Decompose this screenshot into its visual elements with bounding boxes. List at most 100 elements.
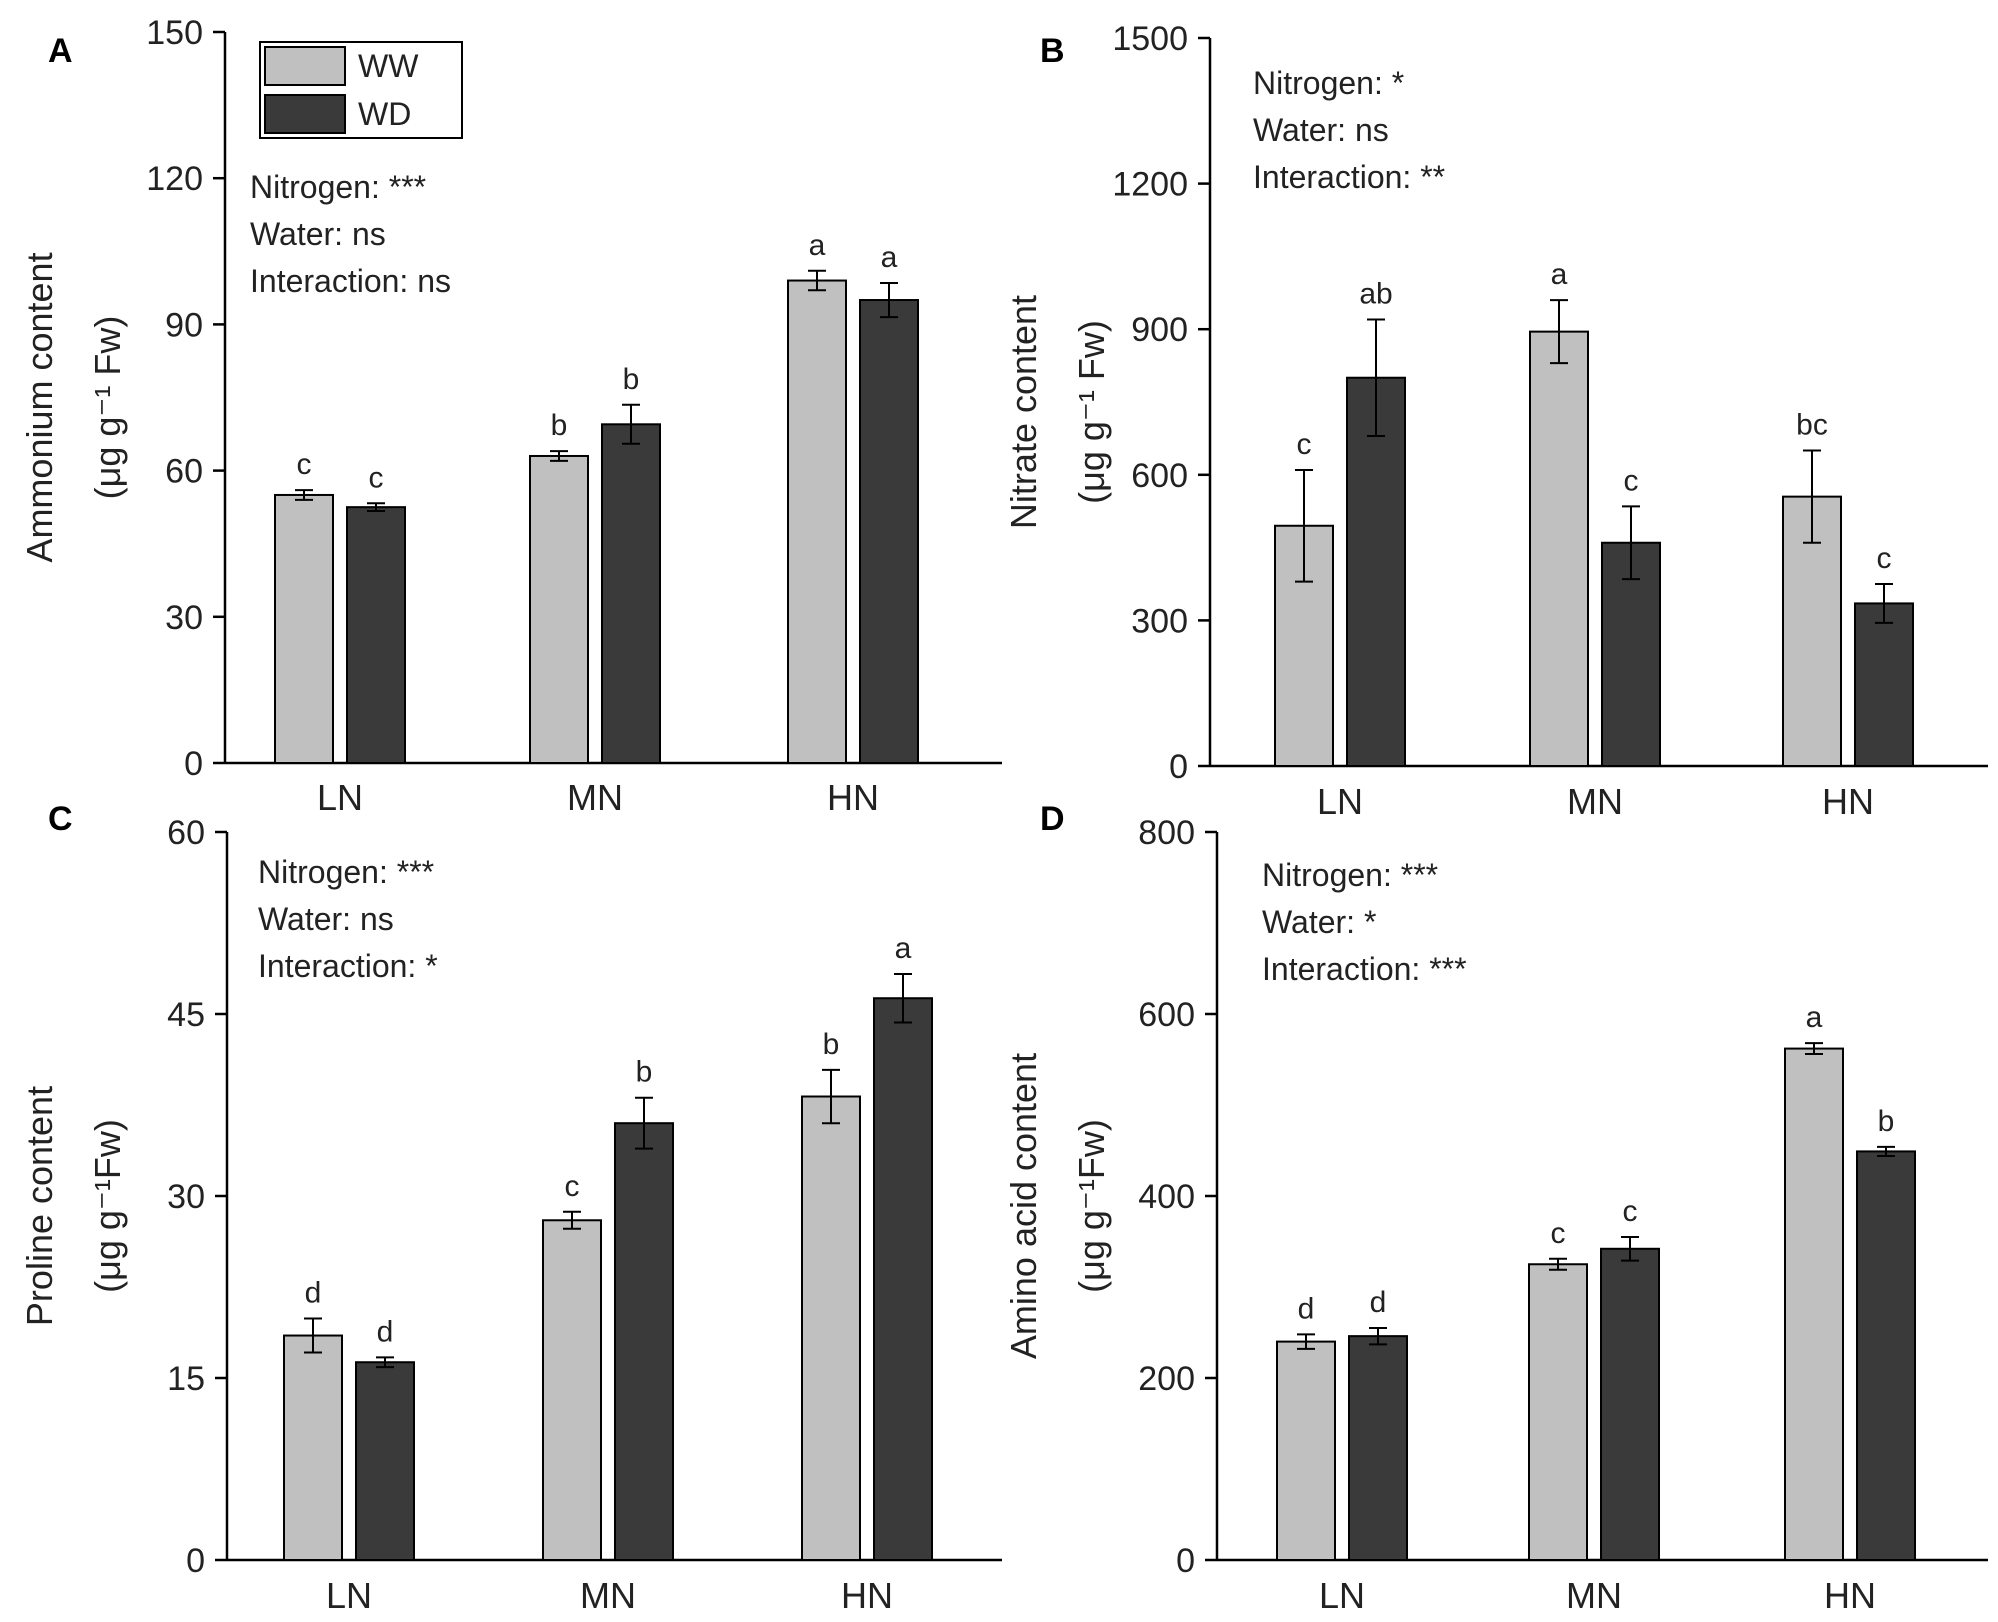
y-tick-label: 0 — [1176, 1542, 1195, 1580]
x-category-label: HN — [841, 1575, 893, 1616]
bar-ww-ln — [1276, 1340, 1336, 1561]
significance-letter: c — [1551, 1217, 1566, 1250]
panel-c: C 0 15 30 45 60 Proline content (μg g⁻¹Fw) LN d d M… — [19, 800, 1002, 1616]
legend: WW WD — [259, 41, 463, 139]
significance-letter: a — [1806, 1001, 1823, 1034]
significance-letter: c — [1877, 542, 1892, 575]
bar-ww-hn — [787, 279, 847, 764]
panel-letter: B — [1040, 32, 1065, 70]
significance-letter: b — [823, 1028, 840, 1061]
stats-annotation: Nitrogen: *** — [250, 169, 426, 205]
y-axis-title: Ammonium content — [19, 252, 60, 562]
significance-letter: c — [297, 448, 312, 481]
bar-ww-ln — [274, 493, 334, 764]
y-tick-label: 600 — [1131, 457, 1188, 495]
y-tick-label: 45 — [167, 996, 205, 1034]
y-axis-units: (μg g⁻¹Fw) — [87, 1119, 128, 1293]
significance-letter: b — [623, 363, 640, 396]
x-category-label: MN — [580, 1575, 636, 1616]
y-tick-label: 800 — [1138, 814, 1195, 852]
significance-letter: c — [369, 461, 384, 494]
significance-letter: b — [636, 1056, 653, 1089]
y-tick-label: 600 — [1138, 996, 1195, 1034]
bar-ww-hn — [801, 1095, 861, 1562]
y-tick-label: 900 — [1131, 311, 1188, 349]
stats-annotation: Interaction: ** — [1253, 159, 1445, 195]
bar-ww-mn — [1529, 330, 1589, 767]
y-axis-title: Proline content — [19, 1086, 60, 1326]
y-tick-label: 60 — [167, 814, 205, 852]
significance-letter: c — [1297, 428, 1312, 461]
stats-annotation: Nitrogen: *** — [258, 854, 434, 890]
bar-ww-hn — [1784, 1047, 1844, 1561]
y-axis-title: Nitrate content — [1003, 295, 1044, 529]
stats-annotation: Interaction: *** — [1262, 951, 1467, 987]
significance-letter: d — [305, 1277, 322, 1310]
bar-wd-hn — [859, 299, 919, 764]
bar-wd-ln — [1348, 1335, 1408, 1562]
y-tick-label: 90 — [165, 306, 203, 344]
significance-letter: d — [1298, 1292, 1315, 1325]
stats-annotation: Nitrogen: * — [1253, 65, 1404, 101]
y-tick-label: 0 — [1169, 748, 1188, 786]
legend-swatch-wd — [264, 94, 346, 134]
significance-letter: c — [565, 1170, 580, 1203]
stats-annotation: Nitrogen: *** — [1262, 857, 1438, 893]
x-category-label: LN — [1319, 1575, 1365, 1616]
bar-wd-hn — [873, 997, 933, 1561]
y-tick-label: 30 — [165, 599, 203, 637]
significance-letter: ab — [1359, 277, 1392, 310]
significance-letter: a — [1551, 258, 1568, 291]
bar-ww-mn — [542, 1219, 602, 1562]
significance-letter: a — [895, 932, 912, 965]
significance-letter: a — [881, 241, 898, 274]
x-category-label: HN — [1822, 781, 1874, 822]
panel-b: B 0 300 600 900 1200 1500 Nitrate content (μg g⁻… — [1003, 20, 1988, 822]
x-category-label: LN — [317, 777, 363, 818]
significance-letter: d — [377, 1315, 394, 1348]
y-axis-units: (μg g⁻¹ Fw) — [87, 316, 128, 500]
panel-letter: C — [48, 800, 73, 838]
panel-letter: D — [1040, 800, 1065, 838]
y-tick-label: 1500 — [1112, 20, 1188, 58]
x-category-label: MN — [1567, 781, 1623, 822]
significance-letter: c — [1623, 1195, 1638, 1228]
stats-annotation: Water: ns — [1253, 112, 1389, 148]
y-tick-label: 400 — [1138, 1178, 1195, 1216]
bar-wd-hn — [1856, 1150, 1916, 1562]
bar-ww-mn — [1528, 1263, 1588, 1561]
significance-letter: d — [1370, 1286, 1387, 1319]
significance-letter: b — [1878, 1105, 1895, 1138]
panel-a: A 0 30 60 90 120 150 Ammonium content (μg g⁻¹ Fw… — [19, 14, 1002, 818]
y-tick-label: 30 — [167, 1178, 205, 1216]
y-tick-label: 120 — [146, 160, 203, 198]
bar-wd-ln — [1346, 376, 1406, 767]
y-axis-units: (μg g⁻¹Fw) — [1071, 1119, 1112, 1293]
y-axis-title: Amino acid content — [1003, 1053, 1044, 1359]
y-tick-label: 0 — [184, 745, 203, 783]
stats-annotation: Water: * — [1262, 904, 1376, 940]
significance-letter: c — [1624, 464, 1639, 497]
panel-d: D 0 200 400 600 800 Amino acid content (μg g⁻¹F… — [1003, 800, 1988, 1616]
stats-annotation: Water: ns — [250, 216, 386, 252]
significance-letter: b — [551, 409, 568, 442]
y-tick-label: 1200 — [1112, 166, 1188, 204]
x-category-label: HN — [827, 777, 879, 818]
bar-wd-mn — [601, 423, 661, 764]
y-tick-label: 200 — [1138, 1360, 1195, 1398]
y-axis-units: (μg g⁻¹ Fw) — [1071, 320, 1112, 504]
bar-wd-mn — [614, 1122, 674, 1561]
significance-letter: bc — [1796, 409, 1828, 442]
panel-letter: A — [48, 32, 73, 70]
y-tick-label: 300 — [1131, 602, 1188, 640]
legend-swatch-ww — [264, 46, 346, 86]
significance-letter: a — [809, 229, 826, 262]
y-tick-label: 150 — [146, 14, 203, 52]
stats-annotation: Interaction: ns — [250, 263, 451, 299]
x-category-label: LN — [326, 1575, 372, 1616]
y-tick-label: 60 — [165, 453, 203, 491]
x-category-label: MN — [1566, 1575, 1622, 1616]
x-category-label: MN — [567, 777, 623, 818]
stats-annotation: Interaction: * — [258, 948, 438, 984]
